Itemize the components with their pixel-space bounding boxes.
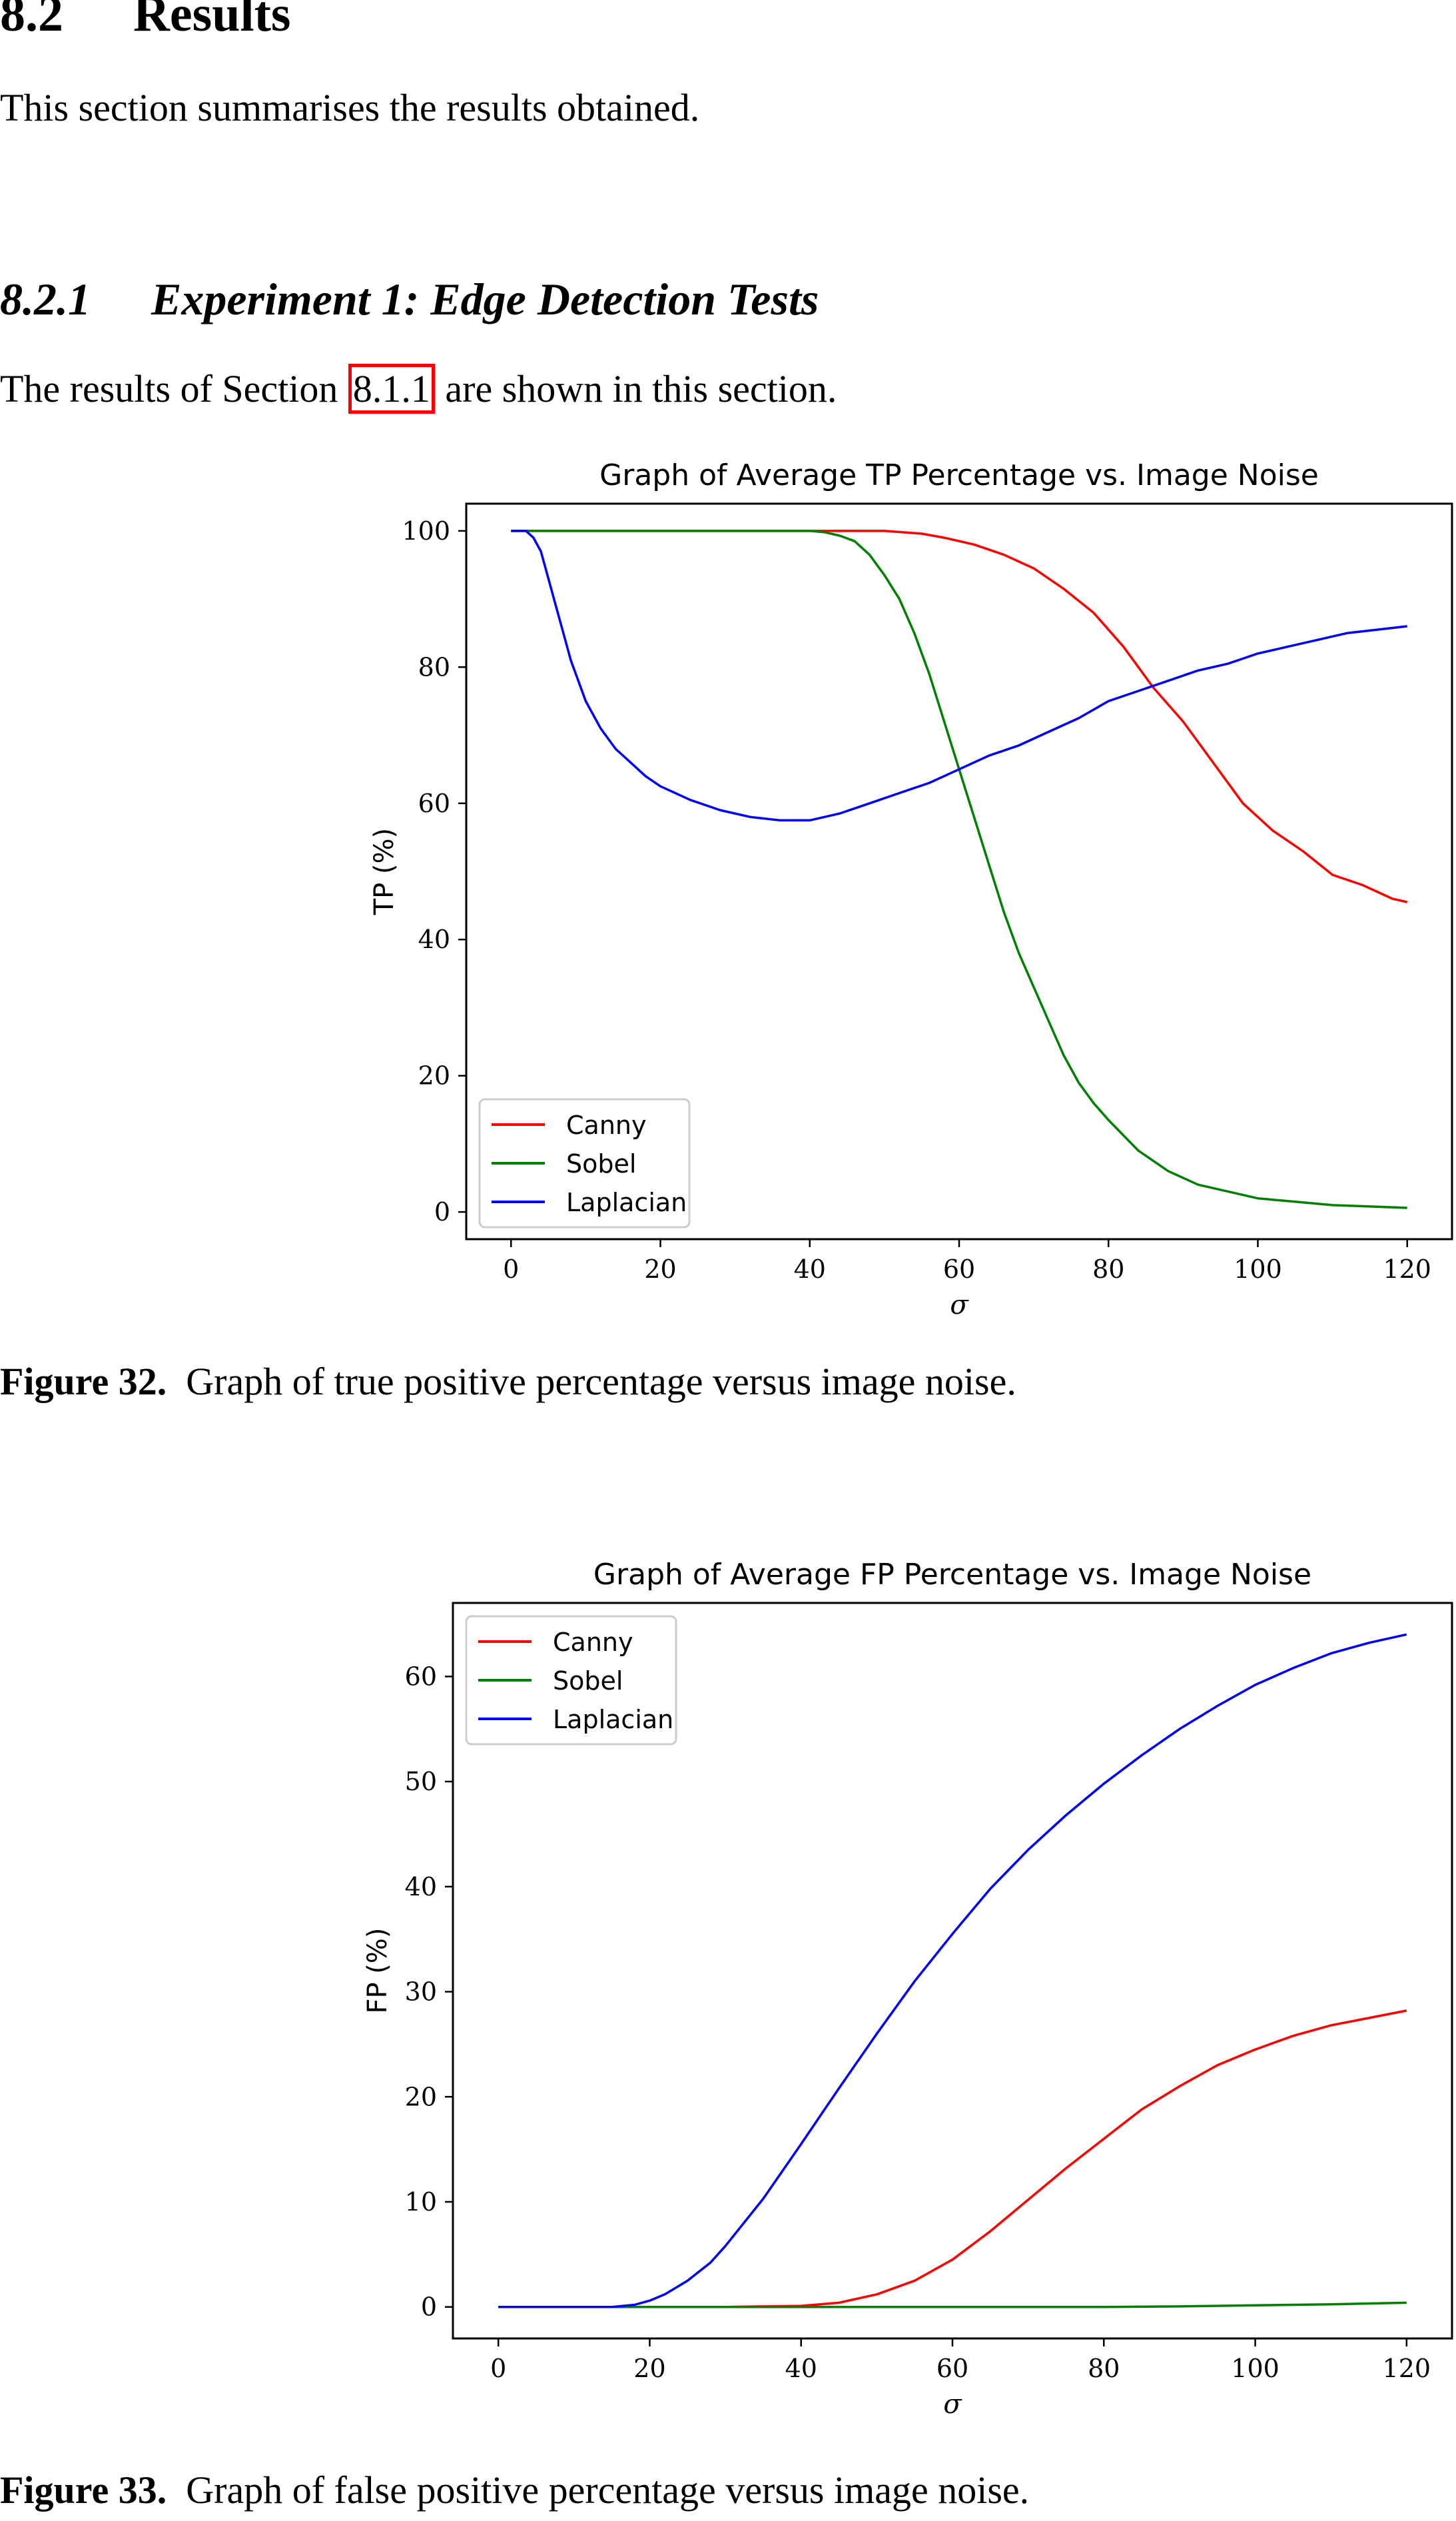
y-tick-label: 20 xyxy=(418,1061,450,1091)
figure-33-caption: Figure 33. Graph of false positive perce… xyxy=(0,2468,1029,2512)
x-tick-label: 40 xyxy=(785,2354,817,2383)
legend-box xyxy=(478,1098,691,1229)
figure-33-text: Graph of false positive percentage versu… xyxy=(167,2468,1030,2512)
y-tick-label: 80 xyxy=(418,652,450,682)
section-intro: This section summarises the results obta… xyxy=(0,86,700,129)
paragraph-text-after: are shown in this section. xyxy=(435,367,837,410)
section-reference-link[interactable]: 8.1.1 xyxy=(348,364,435,414)
series-line-sobel xyxy=(498,2301,1407,2308)
x-axis-label: σ xyxy=(943,2389,962,2420)
legend-box xyxy=(465,1615,677,1746)
y-tick-label: 0 xyxy=(434,1197,450,1227)
legend-label-canny: Canny xyxy=(566,1111,646,1140)
x-tick-label: 80 xyxy=(1092,1255,1124,1284)
y-tick-label: 60 xyxy=(418,789,450,818)
series-line-canny xyxy=(511,530,1408,903)
x-tick-label: 20 xyxy=(633,2354,665,2383)
y-tick-label: 30 xyxy=(405,1977,437,2007)
y-axis-label: TP (%) xyxy=(369,828,400,916)
section-title: Results xyxy=(133,0,291,42)
y-tick-label: 100 xyxy=(402,516,450,546)
section-heading: 8.2 Results xyxy=(0,0,290,43)
legend-label-sobel: Sobel xyxy=(566,1149,636,1179)
x-tick-label: 20 xyxy=(644,1255,676,1284)
x-tick-label: 100 xyxy=(1234,1255,1282,1284)
figure-33-label: Figure 33. xyxy=(0,2468,167,2512)
figure-32-text: Graph of true positive percentage versus… xyxy=(167,1360,1016,1403)
series-line-laplacian xyxy=(511,530,1407,822)
series-line-canny xyxy=(498,2009,1407,2308)
subsection-title: Experiment 1: Edge Detection Tests xyxy=(151,274,819,324)
legend-label-laplacian: Laplacian xyxy=(566,1188,687,1217)
x-tick-label: 40 xyxy=(794,1255,826,1284)
subsection-heading: 8.2.1 Experiment 1: Edge Detection Tests xyxy=(0,273,819,326)
x-tick-label: 0 xyxy=(490,2354,506,2383)
y-tick-label: 40 xyxy=(418,925,450,954)
y-tick-label: 10 xyxy=(405,2187,437,2217)
x-tick-label: 120 xyxy=(1383,1255,1431,1284)
chart-title: Graph of Average FP Percentage vs. Image… xyxy=(593,1558,1311,1592)
legend-label-laplacian: Laplacian xyxy=(553,1705,673,1734)
x-tick-label: 60 xyxy=(936,2354,968,2383)
series-line-sobel xyxy=(511,530,1407,1209)
section-number: 8.2 xyxy=(0,0,63,42)
x-tick-label: 80 xyxy=(1088,2354,1120,2383)
legend-label-canny: Canny xyxy=(553,1628,633,1657)
legend: Canny Sobel Laplacian xyxy=(478,1098,691,1229)
plot-frame xyxy=(465,502,1453,1241)
y-axis-label: FP (%) xyxy=(362,1927,393,2013)
x-tick-label: 120 xyxy=(1383,2354,1431,2383)
y-tick-label: 40 xyxy=(405,1872,437,1901)
legend: Canny Sobel Laplacian xyxy=(465,1615,677,1746)
tp-chart: Graph of Average TP Percentage vs. Image… xyxy=(369,458,1453,1320)
subsection-paragraph: The results of Section 8.1.1 are shown i… xyxy=(0,364,837,414)
y-tick-label: 20 xyxy=(405,2082,437,2111)
chart-title: Graph of Average TP Percentage vs. Image… xyxy=(599,458,1319,492)
plot-frame xyxy=(452,1602,1453,2340)
subsection-number: 8.2.1 xyxy=(0,274,91,324)
figure-32-label: Figure 32. xyxy=(0,1360,167,1403)
y-tick-label: 50 xyxy=(405,1767,437,1796)
x-tick-label: 100 xyxy=(1231,2354,1279,2383)
y-tick-label: 60 xyxy=(405,1662,437,1691)
legend-label-sobel: Sobel xyxy=(553,1666,623,1696)
y-tick-label: 0 xyxy=(421,2292,437,2322)
fp-chart: Graph of Average FP Percentage vs. Image… xyxy=(362,1558,1453,2420)
figure-32-caption: Figure 32. Graph of true positive percen… xyxy=(0,1359,1016,1404)
x-axis-label: σ xyxy=(950,1290,969,1320)
series-line-laplacian xyxy=(498,1633,1407,2308)
paragraph-text-before: The results of Section xyxy=(0,367,348,410)
x-tick-label: 0 xyxy=(503,1255,519,1284)
x-tick-label: 60 xyxy=(943,1255,975,1284)
